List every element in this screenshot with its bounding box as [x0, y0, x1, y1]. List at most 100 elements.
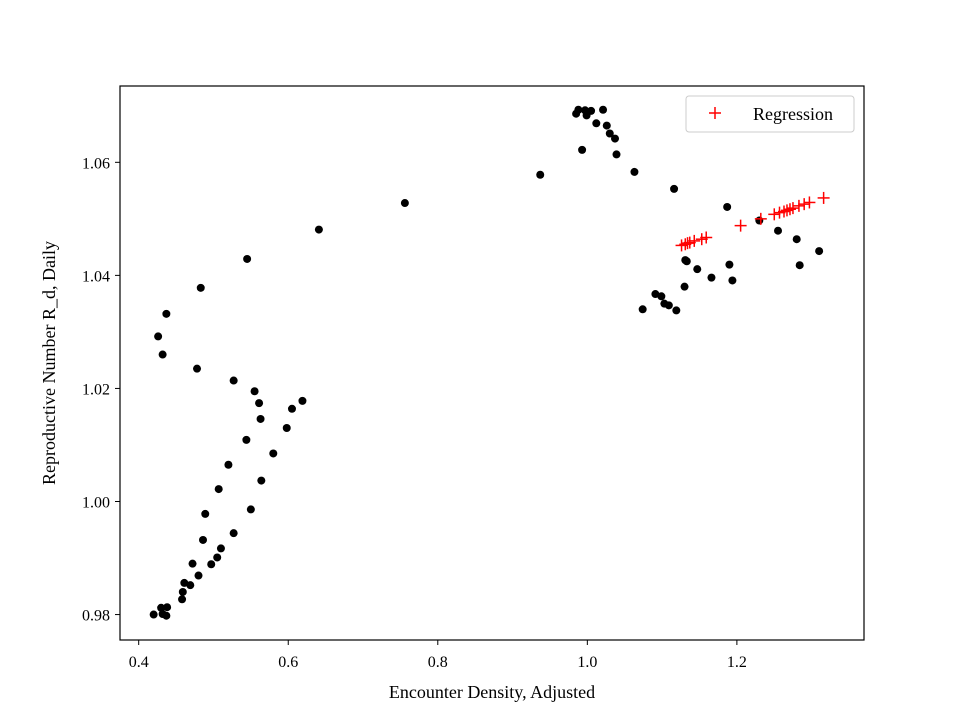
data-point: [256, 414, 265, 423]
data-point: [246, 505, 255, 514]
data-point: [605, 129, 614, 138]
data-point: [725, 260, 734, 269]
data-point: [282, 424, 291, 433]
data-point: [578, 145, 587, 154]
data-point: [795, 261, 804, 270]
data-point: [178, 587, 187, 596]
regression-point: [768, 208, 781, 221]
data-point: [154, 332, 163, 341]
data-point: [178, 595, 187, 604]
data-point: [682, 257, 691, 266]
data-points: [149, 105, 824, 620]
data-point: [587, 106, 596, 115]
data-point: [755, 216, 764, 225]
regression-point: [700, 231, 713, 244]
data-point: [198, 535, 207, 544]
data-point: [207, 560, 216, 569]
x-axis-label: Encounter Density, Adjusted: [389, 682, 595, 702]
data-point: [592, 119, 601, 128]
legend-label-regression: Regression: [753, 104, 833, 124]
data-point: [149, 610, 158, 619]
data-point: [670, 184, 679, 193]
plot-area-frame: [119, 85, 865, 641]
data-point: [680, 282, 689, 291]
x-axis-ticks: 0.4 0.6 0.8 1.0 1.2: [129, 640, 747, 671]
data-point: [723, 202, 732, 211]
data-point: [638, 305, 647, 314]
regression-point: [817, 191, 830, 204]
data-point: [630, 167, 639, 176]
y-axis-label: Reproductive Number R_d, Daily: [39, 241, 59, 485]
data-point: [250, 387, 259, 396]
regression-point: [783, 203, 796, 216]
y-tick-label: 0.98: [82, 608, 110, 625]
regression-point: [754, 212, 767, 225]
x-tick-label: 0.4: [129, 654, 149, 671]
data-point: [194, 571, 203, 580]
data-point: [242, 435, 251, 444]
data-point: [314, 225, 323, 234]
data-point: [216, 544, 225, 553]
data-point: [728, 276, 737, 285]
data-point: [193, 364, 202, 373]
data-point: [213, 553, 222, 562]
data-point: [599, 105, 608, 114]
data-point: [188, 559, 197, 568]
regression-points: [675, 191, 830, 252]
data-point: [243, 254, 252, 263]
legend-box: [685, 95, 855, 133]
legend-plus-icon: [709, 107, 721, 119]
regression-point: [734, 219, 747, 232]
data-point: [255, 399, 264, 408]
data-point: [693, 265, 702, 274]
regression-point: [777, 205, 790, 218]
data-point: [574, 105, 583, 114]
data-point: [400, 199, 409, 208]
data-point: [602, 121, 611, 130]
data-point: [792, 235, 801, 244]
data-point: [269, 449, 278, 458]
x-tick-label: 1.2: [727, 654, 747, 671]
data-point: [815, 247, 824, 256]
data-point: [201, 509, 210, 518]
data-point: [163, 603, 172, 612]
x-tick-label: 1.0: [577, 654, 597, 671]
data-point: [672, 306, 681, 315]
data-point: [158, 350, 167, 359]
x-tick-label: 0.6: [278, 654, 298, 671]
regression-point: [786, 202, 799, 215]
y-tick-label: 1.06: [82, 155, 110, 172]
data-point: [229, 529, 238, 538]
y-tick-label: 1.00: [82, 495, 110, 512]
data-point: [157, 603, 166, 612]
y-axis-ticks: 0.98 1.00 1.02 1.04 1.06: [82, 155, 120, 625]
y-tick-label: 1.04: [82, 268, 110, 285]
data-point: [162, 611, 171, 620]
data-point: [196, 283, 205, 292]
data-point: [612, 150, 621, 159]
data-point: [257, 476, 266, 485]
data-point: [611, 134, 620, 143]
data-point: [298, 396, 307, 405]
regression-point: [803, 196, 816, 209]
data-point: [664, 301, 673, 310]
regression-point: [792, 199, 805, 212]
data-point: [774, 226, 783, 235]
regression-point: [688, 234, 701, 247]
data-point: [186, 581, 195, 590]
data-point: [162, 309, 171, 318]
regression-point: [780, 204, 793, 217]
data-point: [707, 273, 716, 282]
legend: Regression: [685, 95, 855, 133]
x-tick-label: 0.8: [428, 654, 448, 671]
data-point: [224, 460, 233, 469]
data-point: [214, 485, 223, 494]
y-tick-label: 1.02: [82, 381, 110, 398]
legend-marker-plus: [709, 107, 721, 119]
data-point: [287, 404, 296, 413]
data-point: [657, 292, 666, 301]
data-point: [536, 170, 545, 179]
data-point: [229, 376, 238, 385]
regression-point: [798, 198, 811, 211]
